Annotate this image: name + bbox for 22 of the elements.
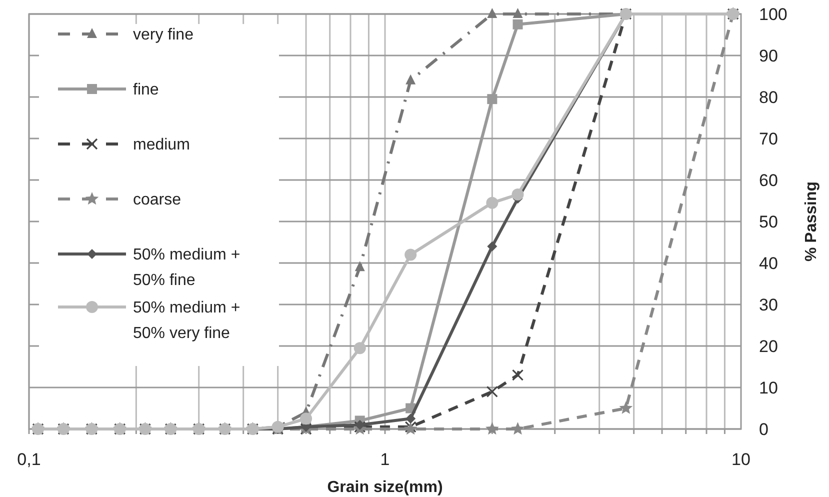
- x-tick-label: 10: [732, 450, 750, 469]
- legend-label: very fine: [133, 26, 194, 44]
- y-tick-label: 80: [759, 88, 778, 107]
- x-tick-label: 0,1: [17, 450, 41, 469]
- y-tick-label: 0: [759, 420, 768, 439]
- y-tick-label: 70: [759, 129, 778, 148]
- y-tick-label: 20: [759, 336, 778, 356]
- y-tick-label: 30: [759, 295, 778, 314]
- y-tick-label: 90: [759, 46, 778, 66]
- y-tick-label: 10: [759, 378, 778, 398]
- legend-label: coarse: [133, 192, 182, 209]
- x-axis-title: Grain size(mm): [327, 479, 443, 496]
- y-tick-label: 100: [759, 4, 788, 24]
- legend-label: 50% medium + 50% fine: [133, 246, 240, 290]
- y-tick-label: 40: [759, 254, 778, 273]
- legend-label: medium: [133, 136, 190, 154]
- y-axis-title: % Passing: [803, 181, 820, 262]
- y-tick-label: 60: [759, 170, 778, 190]
- y-tick-label: 50: [759, 212, 778, 232]
- x-tick-label: 1: [380, 450, 390, 469]
- legend-label: 50% medium + 50% very fine: [133, 300, 240, 342]
- legend-label: fine: [133, 82, 159, 99]
